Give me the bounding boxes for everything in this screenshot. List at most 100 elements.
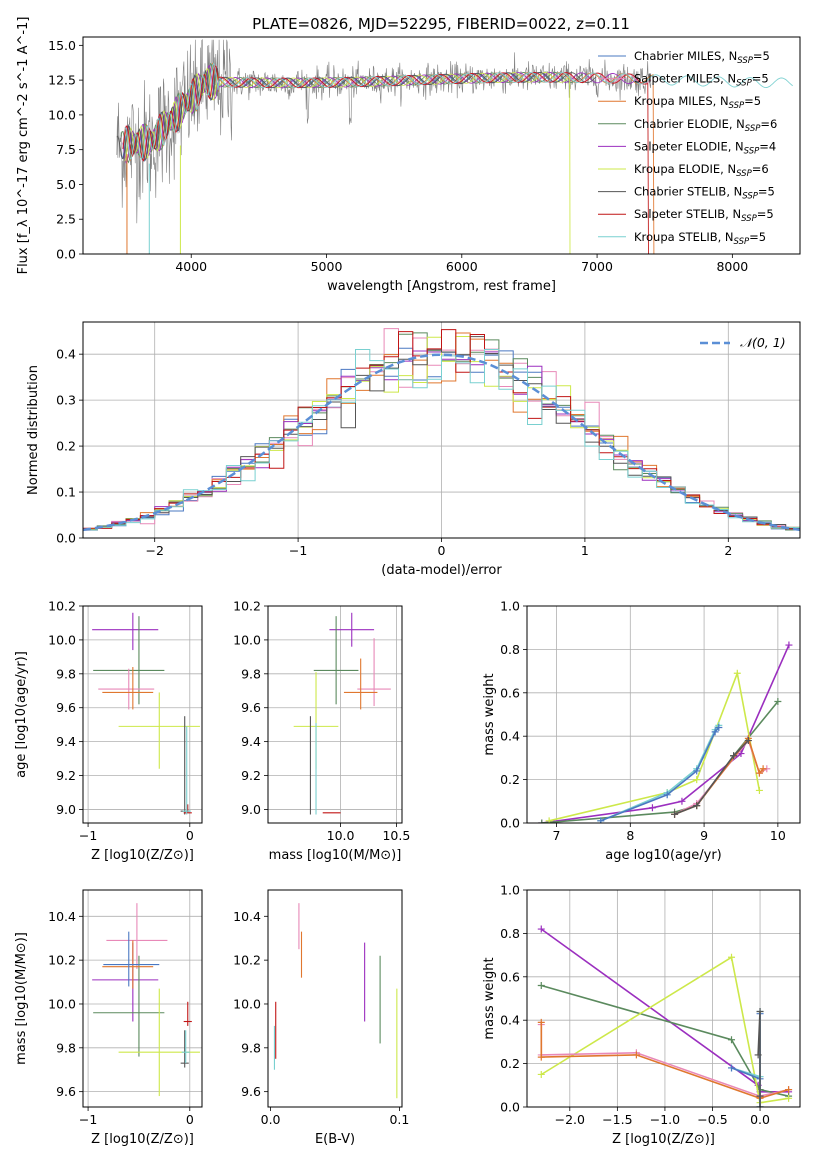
x-tick-label: 0.0 <box>750 1112 770 1127</box>
errorbar-point <box>93 955 165 1057</box>
y-tick-label: 10.0 <box>48 996 76 1011</box>
errorbar-point <box>343 658 378 710</box>
y-axis-label: age [log10(age/yr)] <box>14 651 29 778</box>
y-tick-label: 2.5 <box>56 212 76 227</box>
x-tick-label: 10.5 <box>382 828 410 843</box>
grid-age-vs-mass <box>268 605 402 823</box>
x-tick-label: −1.5 <box>602 1112 632 1127</box>
errorbar-point <box>357 638 391 707</box>
x-axis-label: Z [log10(Z/Z⊙)] <box>612 1132 715 1147</box>
y-tick-label: 0.2 <box>500 772 520 787</box>
mass-weight-series-7 <box>674 739 749 816</box>
mass-weight-marker <box>545 817 553 823</box>
x-axis-label: Z [log10(Z/Z⊙)] <box>91 848 194 863</box>
panel-mass-vs-Z: −1 0 9.6 9.8 10.0 10.2 10.4 Z [log10(Z/Z⊙)] mass… <box>14 889 203 1147</box>
y-tick-label: 0.6 <box>500 969 520 984</box>
axes-frame <box>526 889 801 1108</box>
y-tick-label: 9.4 <box>241 734 261 749</box>
mass-weight-marker <box>648 804 656 812</box>
y-tick-label: 0.0 <box>56 247 76 262</box>
y-tick-label: 10.4 <box>233 909 261 924</box>
mass-weight-marker <box>632 1051 640 1059</box>
y-tick-label: 0.6 <box>500 685 520 700</box>
y-tick-label: 5.0 <box>56 177 76 192</box>
model-spectrum-5 <box>124 67 571 254</box>
mass-weight-marker <box>728 953 736 961</box>
panel-spectrum: 4000 5000 6000 7000 8000 0.0 2.5 5.0 7.5 10.0 12.5… <box>16 17 801 294</box>
x-tick-label: 0 <box>186 1112 194 1127</box>
y-tick-label: 0.1 <box>56 485 76 500</box>
legend-label: Salpeter STELIB, NSSP=5 <box>634 207 774 224</box>
x-tick-label: 9 <box>700 828 708 843</box>
y-tick-label: 10.2 <box>233 599 261 614</box>
grid-massweight-vs-age <box>527 605 800 824</box>
mass-weight-marker <box>678 797 686 805</box>
mass-weight-marker <box>693 802 701 810</box>
x-tick-label: −1 <box>79 1112 97 1127</box>
x-tick-label: 4000 <box>175 259 207 274</box>
mass-weight-marker <box>756 1092 764 1100</box>
mass-weight-marker <box>756 1008 764 1016</box>
panel-age-vs-Z: −1 0 9.0 9.2 9.4 9.6 9.8 10.0 10.2 Z [log10(Z/Z⊙)… <box>14 599 203 863</box>
x-tick-label: −2.0 <box>555 1112 585 1127</box>
mass-weight-marker <box>755 769 763 777</box>
y-tick-label: 0.2 <box>500 1056 520 1071</box>
mass-weight-series-1 <box>541 700 779 823</box>
legend-label: Salpeter ELODIE, NSSP=4 <box>634 139 776 156</box>
x-tick-label: 5000 <box>311 259 343 274</box>
errorbar-point <box>106 903 168 969</box>
observed-spectrum <box>116 38 652 224</box>
y-tick-label: 9.6 <box>241 700 261 715</box>
y-tick-label: 0.2 <box>56 439 76 454</box>
y-tick-label: 10.0 <box>48 632 76 647</box>
mass-weight-series-7 <box>757 1011 761 1107</box>
legend-label: Salpeter MILES, NSSP=5 <box>634 72 769 89</box>
model-spectrum-6 <box>116 68 597 162</box>
x-tick-label: 0 <box>186 828 194 843</box>
x-tick-label: 7 <box>553 828 561 843</box>
y-tick-label: 9.2 <box>56 768 76 783</box>
x-tick-label: 0.0 <box>261 1112 281 1127</box>
mass-weight-marker <box>755 786 763 794</box>
mass-weight-marker <box>671 810 679 818</box>
mass-weight-marker <box>711 728 719 736</box>
y-tick-label: 9.0 <box>241 802 261 817</box>
errorbar-point <box>183 1001 192 1026</box>
y-tick-label: 1.0 <box>500 883 520 898</box>
y-tick-label: 9.6 <box>56 1084 76 1099</box>
x-tick-label: 0.1 <box>389 1112 409 1127</box>
y-tick-label: 0.4 <box>500 1013 520 1028</box>
axes-frame <box>526 605 801 824</box>
y-tick-label: 9.6 <box>56 700 76 715</box>
mass-weight-marker <box>744 737 752 745</box>
mass-weight-marker <box>754 1051 762 1059</box>
panel-residuals: −2 −1 0 1 2 0.0 0.1 0.2 0.3 0.4 (data-model)/error… <box>26 321 801 578</box>
axes-frame <box>82 605 203 824</box>
y-tick-label: 10.2 <box>233 953 261 968</box>
mass-weight-marker <box>774 697 782 705</box>
mass-weight-marker <box>537 1018 545 1026</box>
errorbar-point <box>180 716 189 815</box>
mass-weight-marker <box>785 641 793 649</box>
errorbar-point <box>329 612 375 647</box>
mass-weight-marker <box>715 724 723 732</box>
x-tick-label: 8 <box>626 828 634 843</box>
plot-area-mass-vs-EBV <box>273 903 398 1099</box>
x-tick-label: 10 <box>770 828 786 843</box>
errorbar-point <box>92 942 159 1022</box>
x-axis-label: wavelength [Angstrom, rest frame] <box>327 279 556 294</box>
axes-frame <box>82 889 203 1108</box>
y-tick-label: 0.8 <box>500 642 520 657</box>
errorbar-point <box>98 668 155 710</box>
y-tick-label: 9.6 <box>241 1084 261 1099</box>
x-tick-label: 0 <box>438 543 446 558</box>
mass-weight-marker <box>756 1103 764 1107</box>
y-tick-label: 9.4 <box>56 734 76 749</box>
mass-weight-marker <box>537 925 545 933</box>
y-tick-label: 10.0 <box>48 107 76 122</box>
y-tick-label: 0.4 <box>56 347 76 362</box>
model-spectrum-4 <box>122 64 638 164</box>
mass-weight-marker <box>693 767 701 775</box>
y-tick-label: 9.2 <box>241 768 261 783</box>
panel-age-vs-mass: 10.0 10.5 9.0 9.2 9.4 9.6 9.8 10.0 10.2 mass [log… <box>233 599 410 864</box>
